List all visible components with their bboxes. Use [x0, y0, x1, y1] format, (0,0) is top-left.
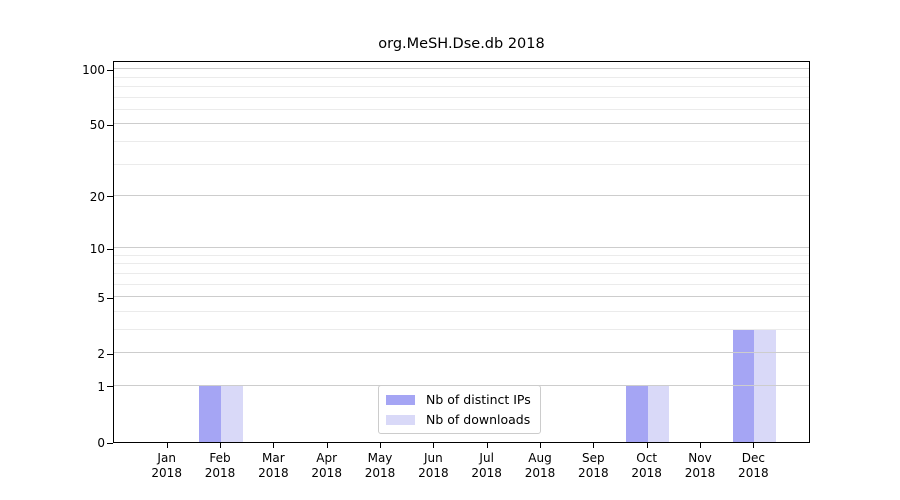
x-tick-mark-aug	[540, 443, 541, 448]
y-tick-label-5: 5	[97, 291, 105, 306]
y-tick-mark-1	[107, 386, 113, 388]
y-tick-label-10: 10	[89, 242, 105, 257]
x-tick-label-oct: Oct 2018	[631, 451, 662, 480]
legend-label-downloads: Nb of downloads	[426, 412, 531, 427]
y-tick-label-2: 2	[97, 347, 105, 362]
legend-label-distinct-ips: Nb of distinct IPs	[426, 392, 531, 407]
x-tick-label-feb: Feb 2018	[204, 451, 236, 480]
y-tick-mark-5	[107, 297, 113, 299]
gridline-minor-8	[114, 263, 809, 265]
bar-distinct-ips-feb	[199, 386, 222, 442]
x-tick-mark-jun	[433, 443, 435, 448]
legend-swatch-distinct-ips	[386, 394, 415, 405]
x-tick-mark-nov	[700, 443, 701, 448]
legend-swatch-downloads	[386, 414, 415, 425]
legend-entry-downloads: Nb of downloads	[386, 412, 531, 427]
x-tick-mark-oct	[646, 443, 648, 448]
gridline-major-5	[114, 296, 809, 298]
y-tick-label-50: 50	[89, 118, 105, 133]
x-tick-label-may: May 2018	[364, 451, 396, 480]
gridline-major-20	[114, 195, 809, 196]
x-tick-label-jul: Jul 2018	[471, 451, 502, 480]
y-tick-label-20: 20	[89, 189, 105, 204]
gridline-minor-3	[114, 328, 809, 330]
gridline-major-10	[114, 247, 809, 249]
legend-entry-distinct-ips: Nb of distinct IPs	[386, 392, 531, 407]
y-tick-label-1: 1	[97, 379, 105, 394]
gridline-major-50	[114, 123, 809, 125]
gridline-major-2	[114, 352, 809, 354]
y-tick-mark-2	[107, 353, 113, 355]
y-tick-mark-0	[107, 442, 113, 444]
x-tick-mark-apr	[326, 443, 328, 448]
legend: Nb of distinct IPs Nb of downloads	[378, 385, 541, 434]
x-tick-label-apr: Apr 2018	[311, 451, 342, 480]
gridline-minor-70	[114, 96, 809, 98]
x-tick-label-jun: Jun 2018	[418, 451, 449, 480]
bar-downloads-feb	[221, 386, 243, 442]
gridline-minor-30	[114, 163, 809, 165]
x-tick-mark-may	[380, 443, 382, 448]
gridline-minor-6	[114, 283, 809, 285]
y-tick-mark-50	[107, 124, 113, 126]
gridline-minor-40	[114, 140, 809, 142]
x-tick-mark-jul	[486, 443, 488, 448]
gridline-minor-80	[114, 85, 809, 87]
y-tick-mark-10	[107, 248, 113, 250]
x-tick-label-jan: Jan 2018	[151, 451, 182, 480]
gridline-major-100	[114, 68, 809, 70]
x-tick-label-nov: Nov 2018	[684, 451, 716, 480]
x-tick-label-dec: Dec 2018	[738, 451, 769, 480]
gridline-minor-7	[114, 272, 809, 274]
y-tick-mark-20	[107, 196, 113, 198]
y-tick-label-100: 100	[82, 63, 105, 78]
x-tick-label-aug: Aug 2018	[524, 451, 556, 480]
x-tick-label-sep: Sep 2018	[578, 451, 609, 480]
gridline-minor-4	[114, 310, 809, 312]
x-tick-mark-feb	[220, 443, 222, 448]
y-tick-mark-100	[107, 69, 113, 71]
x-tick-mark-dec	[753, 443, 755, 448]
chart-title: org.MeSH.Dse.db 2018	[378, 36, 545, 52]
x-tick-mark-sep	[593, 443, 595, 448]
bar-distinct-ips-oct	[625, 386, 648, 442]
gridline-minor-9	[114, 254, 809, 256]
x-tick-label-mar: Mar 2018	[258, 451, 289, 480]
gridline-minor-60	[114, 108, 809, 110]
x-tick-mark-jan	[166, 443, 168, 448]
y-tick-label-0: 0	[97, 436, 105, 450]
plot-area: Nb of distinct IPs Nb of downloads	[113, 61, 810, 443]
gridline-minor-90	[114, 76, 809, 78]
bar-downloads-oct	[647, 386, 670, 442]
x-tick-mark-mar	[273, 443, 275, 448]
